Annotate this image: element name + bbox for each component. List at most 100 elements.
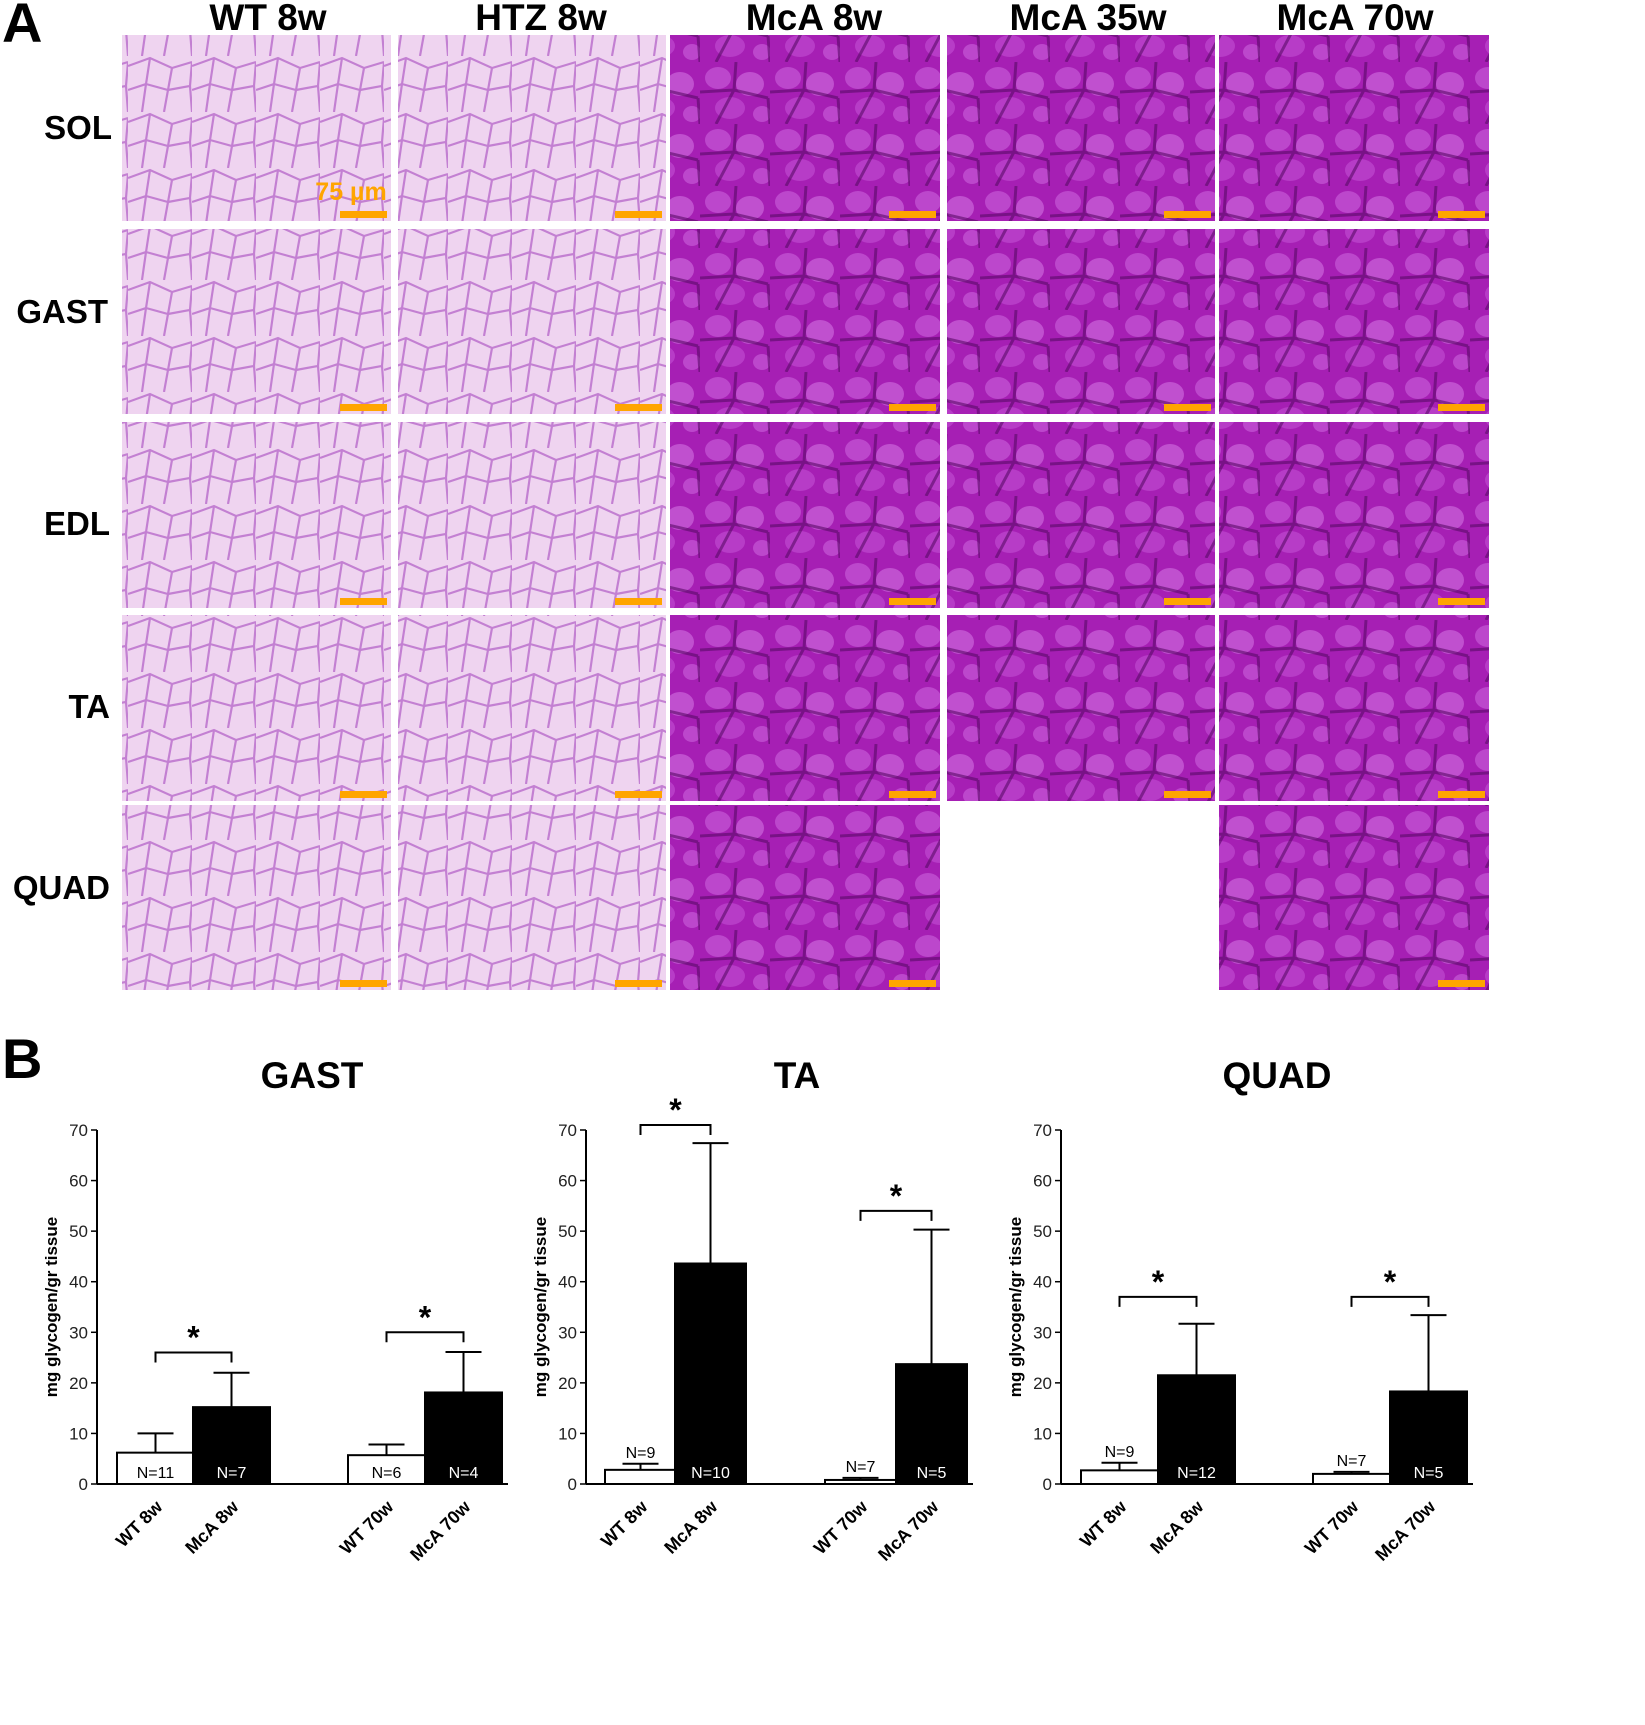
bar-mca-70w [895,1363,968,1486]
scale-bar [889,980,936,987]
chart-title: QUAD [1223,1055,1332,1096]
scale-bar [1438,211,1485,218]
n-label: N=12 [1177,1465,1216,1482]
y-tick-label: 60 [1033,1172,1052,1191]
column-header-mca-70w: McA 70w [1277,0,1434,38]
x-category-label: McA 8w [181,1496,243,1558]
y-tick-label: 60 [69,1172,88,1191]
scale-bar [1164,211,1211,218]
y-tick-label: 40 [558,1273,577,1292]
micrograph-ta-mca-8w [670,615,940,801]
y-tick-label: 10 [558,1424,577,1443]
scale-bar [1164,404,1211,411]
scale-bar [889,598,936,605]
bar-chart-quad: QUAD 0 10 20 30 40 50 60 70 mg glycogen/gr tissue… [1006,1055,1473,1565]
y-tick-label: 40 [69,1273,88,1292]
bar-chart-gast: GAST 0 10 20 30 40 50 60 70 mg glycogen/gr tissue… [42,1055,508,1565]
micrograph-edl-mca-8w [670,422,940,608]
x-category-label: McA 8w [660,1496,722,1558]
significance-bracket [1118,1295,1198,1307]
bar-mca-70w [1389,1390,1468,1486]
y-axis-label: mg glycogen/gr tissue [42,1217,61,1397]
micrograph-sol-wt-8w [122,35,391,221]
row-header-gast: GAST [16,293,108,330]
scale-bar [615,211,662,218]
micrograph-sol-mca-35w [947,35,1215,221]
significance-star: * [669,1092,682,1128]
micrograph-gast-mca-8w [670,229,940,414]
y-tick-label: 0 [79,1475,88,1494]
bar-mca-8w [674,1262,747,1485]
y-tick-label: 0 [1043,1475,1052,1494]
n-label: N=7 [217,1465,247,1482]
x-category-label: McA 70w [874,1496,943,1565]
micrograph-gast-mca-35w [947,229,1215,414]
y-tick-label: 50 [1033,1222,1052,1241]
x-category-label: WT 8w [597,1496,652,1551]
micrograph-sol-mca-8w [670,35,940,221]
n-label: N=7 [846,1459,876,1476]
column-header-htz-8w: HTZ 8w [475,0,607,38]
y-tick-label: 20 [558,1374,577,1393]
scale-bar [1438,791,1485,798]
significance-bracket [859,1209,933,1221]
micrograph-ta-wt-8w [122,615,391,801]
y-tick-label: 20 [1033,1374,1052,1393]
y-tick-label: 30 [558,1323,577,1342]
scale-bar [340,598,387,605]
panel-b-label: B [2,1027,42,1090]
scale-bar-label: 75 µm [315,178,386,206]
scale-bar [340,404,387,411]
panel-a-label: A [2,0,42,54]
micrograph-quad-mca-8w [670,805,940,990]
n-label: N=4 [449,1465,479,1482]
y-axis-label: mg glycogen/gr tissue [1006,1217,1025,1397]
row-header-quad: QUAD [13,869,110,906]
scale-bar [889,404,936,411]
micrograph-edl-mca-70w [1219,422,1489,608]
significance-bracket [639,1123,712,1135]
micrograph-edl-mca-35w [947,422,1215,608]
bar-wt-70w [824,1478,897,1486]
x-category-label: WT 70w [810,1496,872,1558]
bar-chart-ta: TA 0 10 20 30 40 50 60 70 mg glycogen/gr tissue N=… [531,1055,973,1565]
scale-bar [340,791,387,798]
x-category-label: WT 70w [336,1496,398,1558]
n-label: N=5 [1414,1465,1444,1482]
micrograph-quad-wt-8w [122,805,391,990]
x-category-label: McA 8w [1146,1496,1208,1558]
micrograph-gast-wt-8w [122,229,391,414]
n-label: N=9 [1105,1444,1135,1461]
x-category-label: WT 70w [1301,1496,1363,1558]
y-tick-label: 60 [558,1172,577,1191]
scale-bar [615,791,662,798]
micrograph-sol-htz-8w [398,35,666,221]
y-tick-label: 40 [1033,1273,1052,1292]
column-header-mca-8w: McA 8w [746,0,883,38]
y-tick-label: 30 [1033,1323,1052,1342]
y-tick-label: 70 [558,1121,577,1140]
significance-bracket [154,1351,233,1363]
row-header-sol: SOL [44,109,112,146]
column-header-wt-8w: WT 8w [209,0,326,38]
y-tick-label: 10 [69,1424,88,1443]
scale-bar [1164,791,1211,798]
micrograph-quad-htz-8w [398,805,666,990]
bar-mca-8w [192,1406,271,1486]
micrograph-grid [122,35,1489,990]
significance-star: * [1384,1264,1397,1300]
n-label: N=6 [372,1465,402,1482]
n-label: N=9 [626,1445,656,1462]
n-label: N=7 [1337,1453,1367,1470]
scale-bar [889,211,936,218]
micrograph-sol-mca-70w [1219,35,1489,221]
bar-wt-70w [1312,1472,1391,1486]
scale-bar [615,404,662,411]
chart-title: TA [774,1055,821,1096]
scale-bar [1164,598,1211,605]
significance-bracket [385,1331,465,1343]
y-tick-label: 0 [568,1475,577,1494]
scale-bar [1438,980,1485,987]
row-header-ta: TA [68,688,110,725]
